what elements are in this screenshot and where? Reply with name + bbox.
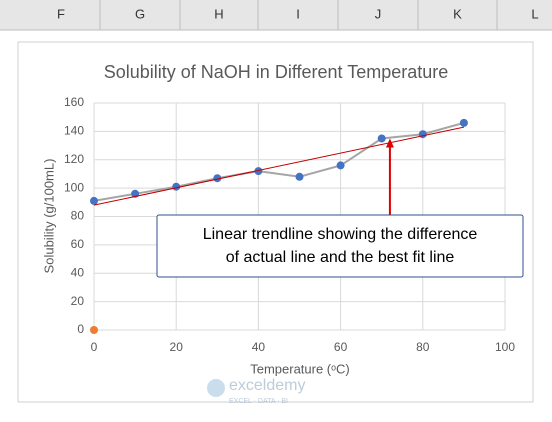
- watermark-icon: [207, 379, 225, 397]
- data-point: [254, 167, 263, 176]
- data-point: [418, 130, 427, 139]
- y-tick-label: 140: [64, 124, 84, 138]
- data-point: [459, 118, 468, 127]
- series-line: [93, 121, 465, 202]
- column-header: J: [375, 6, 382, 21]
- column-header: F: [57, 6, 65, 21]
- data-point: [336, 161, 345, 170]
- data-point: [213, 174, 222, 183]
- column-header-bar: [0, 0, 552, 30]
- x-tick-label: 80: [416, 340, 430, 354]
- annotation-text: of actual line and the best fit line: [226, 249, 455, 266]
- watermark-tagline: EXCEL · DATA · BI: [229, 398, 288, 405]
- chart-title: Solubility of NaOH in Different Temperat…: [104, 62, 449, 82]
- watermark: exceldemy EXCEL · DATA · BI: [207, 377, 305, 405]
- y-tick-label: 160: [64, 95, 84, 109]
- data-point: [295, 172, 304, 181]
- column-headers: F G H I J K L: [57, 0, 539, 30]
- annotation-text: Linear trendline showing the difference: [203, 226, 478, 243]
- x-tick-label: 0: [91, 340, 98, 354]
- x-axis-label: Temperature (ᵒC): [250, 361, 350, 376]
- column-header: H: [214, 6, 223, 21]
- data-point: [377, 134, 386, 143]
- annotation-box: [156, 214, 524, 278]
- y-axis-label: Solubility (g/100mL): [41, 159, 56, 274]
- y-tick-label: 40: [71, 265, 85, 279]
- x-tick-label: 60: [334, 340, 348, 354]
- x-tick-label: 20: [170, 340, 184, 354]
- y-tick-label: 100: [64, 180, 84, 194]
- y-tick-label: 20: [71, 294, 85, 308]
- arrow-head: [385, 138, 394, 148]
- y-tick-label: 0: [77, 322, 84, 336]
- trendline: [93, 126, 465, 206]
- data-point: [172, 182, 181, 191]
- data-point: [90, 196, 98, 205]
- x-tick-label: 40: [252, 340, 266, 354]
- column-header: L: [531, 6, 538, 21]
- y-tick-label: 80: [71, 209, 85, 223]
- data-point: [90, 326, 98, 334]
- y-tick-label: 120: [64, 152, 84, 166]
- column-header: G: [135, 6, 145, 21]
- column-header: I: [296, 6, 300, 21]
- watermark-name: exceldemy: [229, 377, 305, 394]
- y-tick-label: 60: [71, 237, 85, 251]
- column-header: K: [453, 6, 462, 21]
- x-tick-label: 100: [495, 340, 515, 354]
